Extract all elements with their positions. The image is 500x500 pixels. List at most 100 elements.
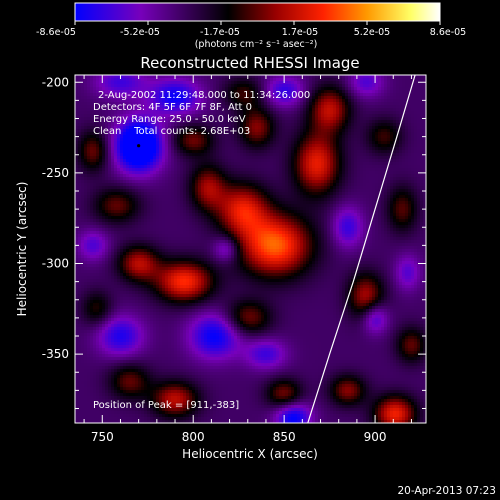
heatmap-cell	[171, 192, 175, 196]
heatmap-cell	[258, 90, 262, 94]
heatmap-cell	[384, 132, 388, 136]
heatmap-cell	[366, 78, 370, 82]
heatmap-cell	[81, 162, 85, 166]
heatmap-cell	[363, 177, 367, 181]
heatmap-cell	[294, 105, 298, 109]
heatmap-cell	[342, 144, 346, 148]
heatmap-cell	[231, 105, 235, 109]
heatmap-cell	[375, 192, 379, 196]
heatmap-cell	[78, 93, 82, 97]
heatmap-cell	[156, 105, 160, 109]
heatmap-cell	[129, 93, 133, 97]
heatmap-cell	[300, 198, 304, 202]
heatmap-cell	[108, 165, 112, 169]
heatmap-cell	[357, 90, 361, 94]
heatmap-cell	[267, 102, 271, 106]
heatmap-cell	[225, 186, 229, 190]
heatmap-cell	[306, 177, 310, 181]
heatmap-cell	[276, 90, 280, 94]
heatmap-cell	[126, 183, 130, 187]
heatmap-cell	[156, 198, 160, 202]
heatmap-cell	[144, 153, 148, 157]
heatmap-cell	[198, 87, 202, 91]
heatmap-cell	[300, 192, 304, 196]
heatmap-cell	[210, 201, 214, 205]
heatmap-cell	[99, 108, 103, 112]
heatmap-cell	[195, 84, 199, 88]
heatmap-cell	[318, 108, 322, 112]
heatmap-cell	[405, 153, 409, 157]
heatmap-cell	[288, 150, 292, 154]
heatmap-cell	[399, 156, 403, 160]
heatmap-cell	[102, 144, 106, 148]
heatmap-cell	[189, 129, 193, 133]
heatmap-cell	[222, 120, 226, 124]
heatmap-cell	[255, 114, 259, 118]
heatmap-cell	[348, 96, 352, 100]
heatmap-cell	[396, 174, 400, 178]
heatmap-cell	[300, 96, 304, 100]
heatmap-cell	[108, 96, 112, 100]
heatmap-cell	[144, 177, 148, 181]
heatmap-cell	[252, 78, 256, 82]
heatmap-cell	[420, 141, 424, 145]
heatmap-cell	[393, 126, 397, 130]
heatmap-cell	[249, 180, 253, 184]
heatmap-cell	[207, 129, 211, 133]
heatmap-cell	[102, 87, 106, 91]
heatmap-cell	[300, 93, 304, 97]
heatmap-cell	[132, 201, 136, 205]
heatmap-cell	[105, 171, 109, 175]
heatmap-cell	[360, 141, 364, 145]
heatmap-cell	[135, 159, 139, 163]
heatmap-cell	[204, 78, 208, 82]
heatmap-cell	[249, 78, 253, 82]
heatmap-cell	[174, 75, 178, 79]
heatmap-cell	[213, 153, 217, 157]
heatmap-cell	[78, 144, 82, 148]
heatmap-cell	[252, 174, 256, 178]
heatmap-cell	[240, 180, 244, 184]
heatmap-cell	[204, 165, 208, 169]
heatmap-cell	[405, 120, 409, 124]
heatmap-cell	[123, 117, 127, 121]
heatmap-cell	[348, 192, 352, 196]
heatmap-cell	[360, 147, 364, 151]
heatmap-cell	[75, 75, 79, 79]
heatmap-cell	[204, 114, 208, 118]
heatmap-cell	[279, 114, 283, 118]
heatmap-cell	[282, 132, 286, 136]
heatmap-cell	[189, 114, 193, 118]
heatmap-cell	[297, 177, 301, 181]
heatmap-cell	[135, 90, 139, 94]
heatmap-cell	[243, 183, 247, 187]
heatmap-cell	[324, 129, 328, 133]
heatmap-cell	[291, 171, 295, 175]
heatmap-cell	[333, 141, 337, 145]
heatmap-cell	[153, 144, 157, 148]
heatmap-cell	[327, 135, 331, 139]
heatmap-cell	[246, 186, 250, 190]
heatmap-cell	[183, 87, 187, 91]
heatmap-cell	[273, 96, 277, 100]
heatmap-cell	[420, 177, 424, 181]
heatmap-cell	[405, 135, 409, 139]
heatmap-cell	[345, 180, 349, 184]
heatmap-cell	[396, 144, 400, 148]
heatmap-cell	[186, 180, 190, 184]
heatmap-cell	[417, 102, 421, 106]
heatmap-cell	[261, 144, 265, 148]
heatmap-cell	[339, 120, 343, 124]
heatmap-cell	[237, 192, 241, 196]
heatmap-cell	[372, 84, 376, 88]
heatmap-cell	[360, 120, 364, 124]
heatmap-cell	[327, 117, 331, 121]
heatmap-cell	[357, 165, 361, 169]
heatmap-cell	[117, 189, 121, 193]
heatmap-cell	[357, 96, 361, 100]
heatmap-cell	[249, 144, 253, 148]
heatmap-cell	[186, 81, 190, 85]
heatmap-cell	[216, 75, 220, 79]
heatmap-cell	[222, 177, 226, 181]
heatmap-cell	[153, 96, 157, 100]
